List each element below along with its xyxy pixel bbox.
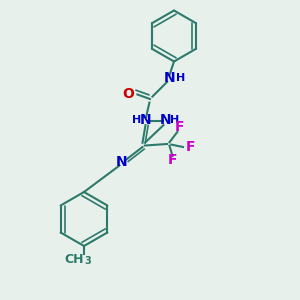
Text: H: H bbox=[176, 73, 185, 83]
Text: CH: CH bbox=[65, 253, 84, 266]
Text: F: F bbox=[186, 140, 195, 154]
Text: H: H bbox=[170, 115, 179, 125]
Text: O: O bbox=[122, 88, 134, 101]
Text: F: F bbox=[174, 121, 184, 134]
Text: N: N bbox=[160, 113, 172, 127]
Text: F: F bbox=[168, 154, 177, 167]
Text: H: H bbox=[133, 115, 142, 125]
Text: N: N bbox=[140, 113, 151, 127]
Text: N: N bbox=[164, 71, 175, 85]
Text: N: N bbox=[116, 155, 127, 169]
Text: 3: 3 bbox=[85, 256, 92, 266]
